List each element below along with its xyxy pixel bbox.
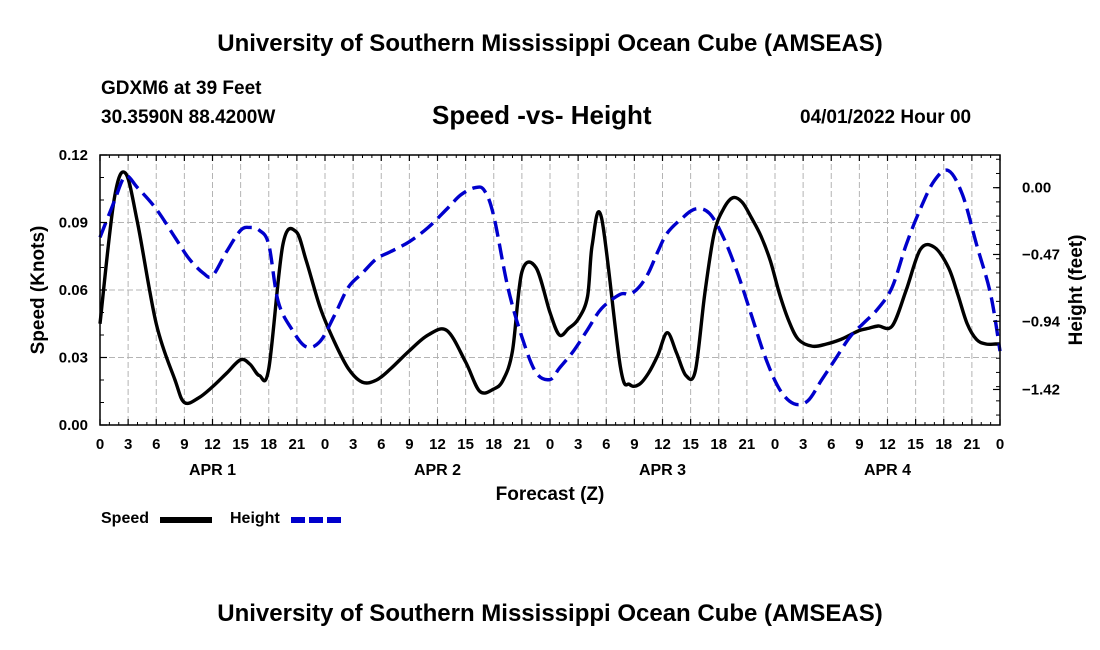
location-label: 30.3590N 88.4200W	[101, 107, 276, 128]
x-tick-label: 3	[799, 436, 807, 453]
legend-height-swatch	[291, 517, 343, 523]
y-tick-label: 0.03	[59, 350, 88, 367]
x-day-label: APR 1	[189, 462, 236, 479]
x-tick-label: 6	[377, 436, 385, 453]
x-day-label: APR 2	[414, 462, 461, 479]
y-tick-label: 0.09	[59, 215, 88, 232]
x-tick-label: 3	[124, 436, 132, 453]
x-tick-label: 6	[827, 436, 835, 453]
x-tick-label: 15	[682, 436, 699, 453]
x-tick-label: 9	[855, 436, 863, 453]
x-tick-label: 6	[602, 436, 610, 453]
y-tick-label: 0.06	[59, 282, 88, 299]
y2-tick-label: 0.00	[1022, 180, 1051, 197]
x-tick-label: 12	[204, 436, 221, 453]
y2-tick-label: −0.94	[1022, 313, 1061, 330]
x-tick-label: 0	[996, 436, 1004, 453]
x-tick-label: 15	[232, 436, 249, 453]
x-tick-label: 0	[546, 436, 554, 453]
x-tick-label: 12	[879, 436, 896, 453]
x-tick-label: 0	[771, 436, 779, 453]
x-tick-label: 3	[349, 436, 357, 453]
y2-axis-title: Height (feet)	[1066, 235, 1087, 346]
footer-title: University of Southern Mississippi Ocean…	[217, 600, 883, 627]
series-line-height	[98, 168, 1002, 407]
y-tick-label: 0.12	[59, 147, 88, 164]
series-line-speed	[98, 170, 1000, 406]
x-tick-label: 9	[180, 436, 188, 453]
y2-tick-label: −1.42	[1022, 381, 1060, 398]
x-tick-label: 0	[321, 436, 329, 453]
axis-labels: 0 3 6 9 12 15 18 21 0 3 6 9 12 15 18 21 0 3 6 9 12 15 18 21 0 3 6 9…	[28, 147, 1087, 505]
datetime-label: 04/01/2022 Hour 00	[800, 107, 972, 128]
x-tick-label: 12	[654, 436, 671, 453]
x-tick-label: 3	[574, 436, 582, 453]
y-axis-title: Speed (Knots)	[28, 226, 49, 355]
grid-lines	[100, 155, 1000, 425]
x-axis-title: Forecast (Z)	[496, 484, 605, 505]
x-tick-label: 18	[485, 436, 502, 453]
chart-title: University of Southern Mississippi Ocean…	[217, 30, 883, 57]
x-tick-label: 18	[260, 436, 277, 453]
series-layer	[98, 168, 1002, 407]
x-tick-label: 21	[739, 436, 756, 453]
x-tick-label: 9	[630, 436, 638, 453]
x-tick-label: 15	[907, 436, 924, 453]
y2-tick-label: −0.47	[1022, 246, 1060, 263]
x-tick-label: 6	[152, 436, 160, 453]
legend-speed-label: Speed	[101, 510, 150, 527]
x-tick-label: 15	[457, 436, 474, 453]
x-tick-label: 12	[429, 436, 446, 453]
y-tick-label: 0.00	[59, 417, 88, 434]
x-tick-label: 21	[964, 436, 981, 453]
x-tick-label: 21	[289, 436, 306, 453]
axis-ticks	[99, 154, 1001, 426]
station-label: GDXM6 at 39 Feet	[101, 78, 262, 99]
x-tick-label: 21	[514, 436, 531, 453]
x-tick-label: 18	[710, 436, 727, 453]
x-tick-label: 0	[96, 436, 104, 453]
x-day-label: APR 3	[639, 462, 686, 479]
legend-speed-swatch	[160, 517, 212, 523]
x-day-label: APR 4	[864, 462, 911, 479]
x-tick-label: 18	[935, 436, 952, 453]
x-tick-label: 9	[405, 436, 413, 453]
legend-height-label: Height	[230, 510, 280, 527]
chart-subtitle: Speed -vs- Height	[432, 100, 652, 130]
